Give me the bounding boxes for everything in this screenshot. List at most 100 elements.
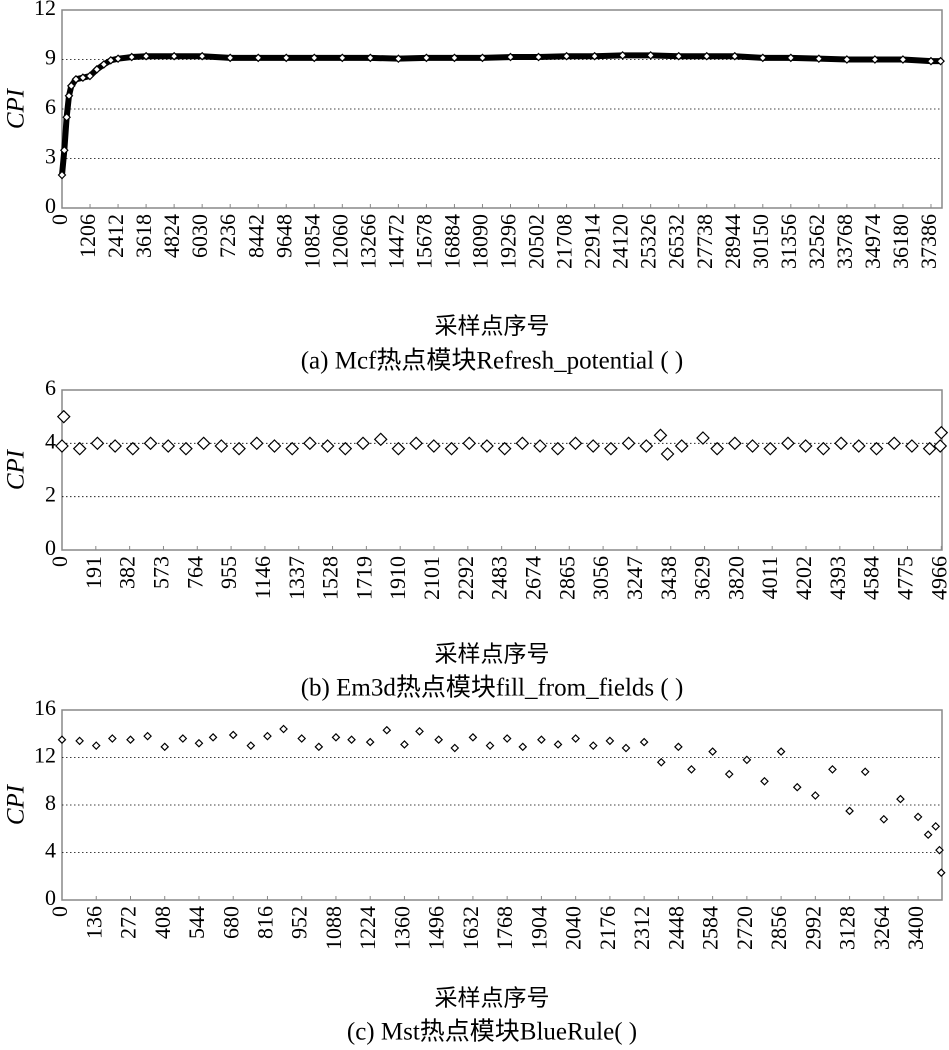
x-tick-label: 1088	[321, 906, 346, 950]
x-tick-label: 382	[115, 556, 140, 589]
data-point	[331, 732, 341, 742]
x-tick-label: 3629	[690, 556, 715, 600]
data-point	[309, 53, 319, 63]
data-point	[936, 868, 946, 878]
x-tick-label: 3400	[903, 906, 928, 950]
x-tick-label: 2101	[419, 556, 444, 600]
data-point	[792, 782, 802, 792]
data-point	[62, 112, 71, 122]
x-tick-label: 4966	[926, 556, 949, 600]
y-axis-label: CPI	[3, 783, 30, 825]
data-point	[502, 734, 512, 743]
data-point	[91, 741, 101, 750]
x-axis-label: 采样点序号	[435, 985, 550, 1010]
data-point	[373, 432, 388, 447]
data-point	[143, 731, 152, 741]
data-point	[108, 734, 117, 743]
data-point	[214, 439, 229, 453]
x-tick-label: 13266	[355, 214, 380, 269]
x-tick-label: 21708	[552, 214, 577, 269]
x-tick-label: 573	[149, 556, 174, 589]
data-point	[758, 53, 768, 63]
y-tick-label: 4	[45, 428, 56, 453]
data-point	[702, 51, 712, 61]
data-point	[55, 439, 69, 453]
data-point	[125, 441, 140, 456]
data-point	[571, 734, 580, 743]
y-tick-label: 9	[45, 45, 56, 70]
data-point	[674, 439, 689, 453]
data-point	[113, 54, 123, 64]
y-tick-label: 4	[45, 838, 56, 863]
data-point	[621, 436, 636, 451]
data-point	[730, 51, 740, 61]
x-tick-label: 191	[81, 556, 106, 589]
y-axis-label: CPI	[3, 448, 30, 490]
x-tick-label: 1146	[250, 556, 275, 599]
data-point	[253, 53, 263, 63]
data-point	[72, 441, 87, 456]
data-point	[196, 436, 211, 451]
data-point	[197, 51, 207, 61]
data-point	[534, 52, 543, 62]
x-tick-label: 2448	[663, 906, 688, 950]
x-tick-label: 136	[81, 906, 106, 939]
data-point	[653, 428, 668, 443]
data-point	[639, 439, 654, 453]
y-tick-label: 12	[34, 743, 56, 768]
data-point	[178, 734, 188, 743]
x-tick-label: 2412	[103, 214, 128, 258]
x-tick-label: 31356	[776, 214, 801, 269]
x-tick-label: 2312	[629, 906, 654, 950]
x-tick-label: 37386	[916, 214, 941, 269]
x-tick-label: 0	[47, 214, 72, 225]
data-line	[59, 52, 941, 176]
x-tick-label: 33768	[832, 214, 857, 269]
x-tick-label: 22914	[580, 214, 605, 269]
data-point	[842, 55, 852, 64]
data-point	[879, 814, 889, 824]
data-point	[228, 730, 238, 740]
x-tick-label: 3438	[656, 556, 681, 600]
x-tick-label: 12060	[327, 214, 352, 269]
caption: (c) Mst热点模块BlueRule( )	[347, 1018, 637, 1046]
data-point	[365, 737, 375, 747]
data-point	[870, 55, 880, 64]
data-point	[926, 56, 936, 66]
x-tick-label: 1224	[355, 906, 380, 950]
x-tick-label: 272	[116, 906, 141, 939]
x-tick-label: 2483	[487, 556, 512, 600]
data-point	[588, 741, 598, 750]
data-point	[923, 830, 933, 840]
x-tick-label: 20502	[524, 214, 549, 269]
x-tick-label: 3264	[869, 906, 894, 950]
x-tick-label: 1337	[284, 556, 309, 600]
data-point	[56, 409, 71, 424]
data-point	[160, 742, 170, 752]
x-tick-label: 28944	[720, 214, 745, 269]
data-point	[57, 170, 67, 180]
data-point	[816, 441, 831, 456]
x-tick-label: 3820	[723, 556, 748, 600]
data-point	[394, 54, 403, 64]
x-tick-label: 2865	[554, 556, 579, 600]
x-tick-label: 15678	[411, 214, 436, 269]
data-point	[232, 441, 246, 456]
x-tick-label: 2040	[561, 906, 586, 950]
data-point	[860, 767, 870, 777]
data-point	[415, 727, 424, 736]
data-point	[426, 439, 441, 453]
x-tick-label: 7236	[215, 214, 240, 258]
data-point	[497, 441, 512, 456]
x-tick-label: 544	[184, 906, 209, 939]
data-point	[710, 441, 724, 456]
data-point	[141, 51, 151, 61]
x-tick-label: 32562	[804, 214, 829, 269]
y-tick-label: 2	[45, 482, 56, 507]
data-point	[208, 732, 218, 742]
data-point	[742, 755, 752, 765]
x-tick-label: 3128	[835, 906, 860, 950]
data-point	[356, 436, 370, 451]
